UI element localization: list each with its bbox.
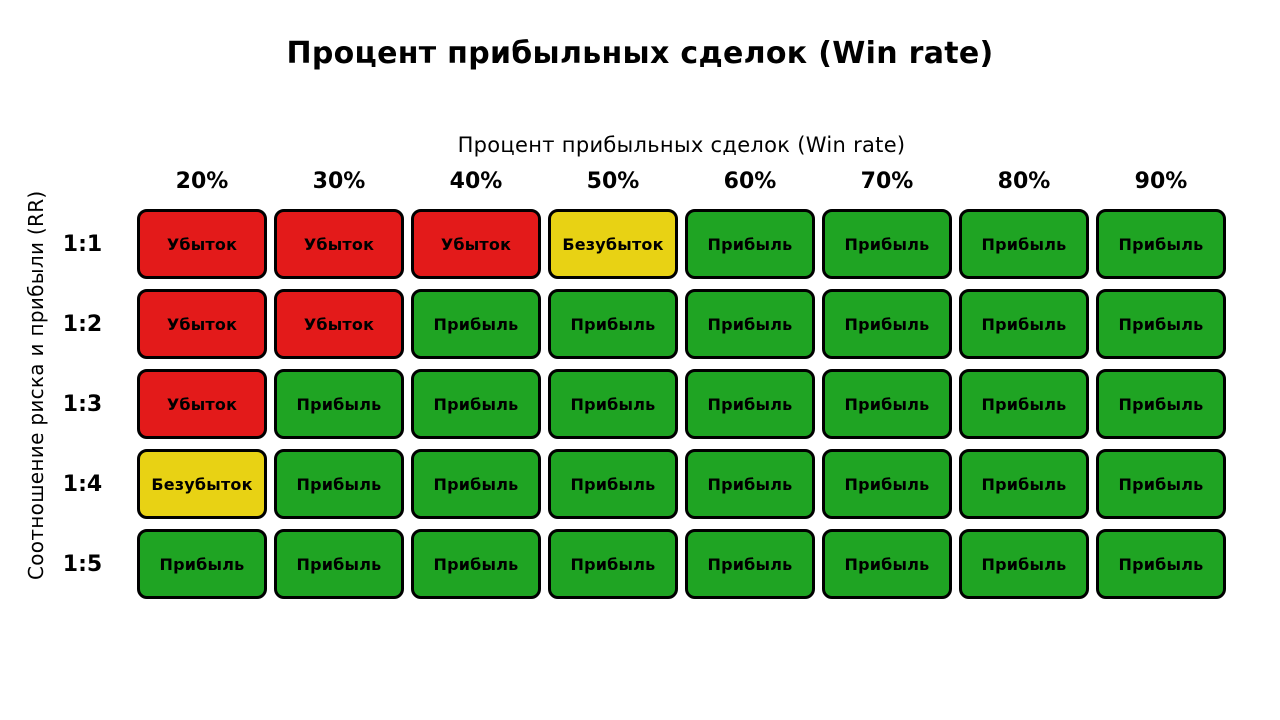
grid-corner-spacer [35, 165, 130, 199]
matrix-cell-1-4-60pct: Прибыль [685, 449, 815, 519]
matrix-cell-1-2-70pct: Прибыль [822, 289, 952, 359]
matrix-cell-1-1-50pct: Безубыток [548, 209, 678, 279]
matrix-cell-1-3-90pct: Прибыль [1096, 369, 1226, 439]
matrix-cell-1-1-80pct: Прибыль [959, 209, 1089, 279]
matrix-cell-1-5-90pct: Прибыль [1096, 529, 1226, 599]
matrix-cell-1-3-30pct: Прибыль [274, 369, 404, 439]
column-header-80pct: 80% [997, 169, 1051, 194]
matrix-cell-1-1-40pct: Убыток [411, 209, 541, 279]
matrix-cell-1-5-50pct: Прибыль [548, 529, 678, 599]
matrix-cell-1-3-80pct: Прибыль [959, 369, 1089, 439]
column-header-50pct: 50% [586, 169, 640, 194]
row-label-1-5: 1:5 [62, 551, 103, 577]
matrix-cell-1-1-30pct: Убыток [274, 209, 404, 279]
matrix-cell-1-3-20pct: Убыток [137, 369, 267, 439]
matrix-cell-1-3-60pct: Прибыль [685, 369, 815, 439]
matrix-cell-1-3-40pct: Прибыль [411, 369, 541, 439]
page-title: Процент прибыльных сделок (Win rate) [286, 36, 994, 71]
matrix-cell-1-2-90pct: Прибыль [1096, 289, 1226, 359]
column-header-20pct: 20% [175, 169, 229, 194]
matrix-cell-1-4-40pct: Прибыль [411, 449, 541, 519]
matrix-cell-1-2-20pct: Убыток [137, 289, 267, 359]
row-label-1-1: 1:1 [62, 231, 103, 257]
matrix-cell-1-4-20pct: Безубыток [137, 449, 267, 519]
matrix-cell-1-1-20pct: Убыток [137, 209, 267, 279]
matrix-cell-1-1-90pct: Прибыль [1096, 209, 1226, 279]
matrix-cell-1-5-20pct: Прибыль [137, 529, 267, 599]
matrix-cell-1-4-50pct: Прибыль [548, 449, 678, 519]
matrix-cell-1-3-50pct: Прибыль [548, 369, 678, 439]
column-header-40pct: 40% [449, 169, 503, 194]
matrix-cell-1-5-80pct: Прибыль [959, 529, 1089, 599]
column-header-60pct: 60% [723, 169, 777, 194]
matrix-cell-1-4-90pct: Прибыль [1096, 449, 1226, 519]
matrix-cell-1-2-30pct: Убыток [274, 289, 404, 359]
winrate-matrix-chart: Процент прибыльных сделок (Win rate) 20%… [35, 133, 1226, 599]
matrix-cell-1-5-70pct: Прибыль [822, 529, 952, 599]
matrix-cell-1-2-40pct: Прибыль [411, 289, 541, 359]
row-label-1-4: 1:4 [62, 471, 103, 497]
x-axis-label: Процент прибыльных сделок (Win rate) [457, 133, 906, 157]
column-header-30pct: 30% [312, 169, 366, 194]
matrix-cell-1-1-70pct: Прибыль [822, 209, 952, 279]
matrix-cell-1-3-70pct: Прибыль [822, 369, 952, 439]
matrix-cell-1-1-60pct: Прибыль [685, 209, 815, 279]
column-header-70pct: 70% [860, 169, 914, 194]
matrix-grid: 20% 30% 40% 50% 60% 70% 80% 90% 1:1 Убыток Убыток У… [35, 165, 1226, 599]
column-header-90pct: 90% [1134, 169, 1188, 194]
row-label-1-2: 1:2 [62, 311, 103, 337]
matrix-cell-1-4-70pct: Прибыль [822, 449, 952, 519]
matrix-cell-1-5-30pct: Прибыль [274, 529, 404, 599]
matrix-cell-1-5-60pct: Прибыль [685, 529, 815, 599]
matrix-cell-1-2-50pct: Прибыль [548, 289, 678, 359]
matrix-cell-1-2-60pct: Прибыль [685, 289, 815, 359]
matrix-cell-1-4-80pct: Прибыль [959, 449, 1089, 519]
matrix-cell-1-2-80pct: Прибыль [959, 289, 1089, 359]
matrix-cell-1-5-40pct: Прибыль [411, 529, 541, 599]
matrix-cell-1-4-30pct: Прибыль [274, 449, 404, 519]
row-label-1-3: 1:3 [62, 391, 103, 417]
